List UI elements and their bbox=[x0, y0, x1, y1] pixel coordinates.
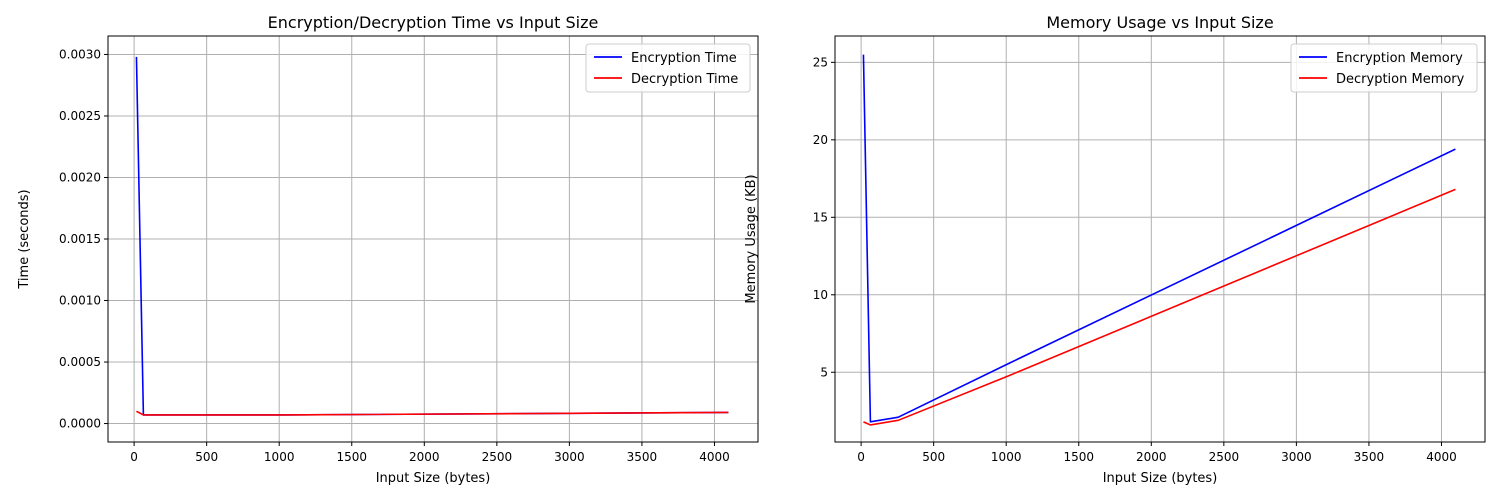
chart-2-legend: Encryption Memory Decryption Memory bbox=[1290, 43, 1478, 93]
chart-2-x-tick-label-7: 3500 bbox=[1354, 450, 1385, 464]
chart-1-y-tick-label-4: 0.0020 bbox=[59, 170, 101, 184]
chart-2-x-tick-label-6: 3000 bbox=[1281, 450, 1312, 464]
chart-2-title: Memory Usage vs Input Size bbox=[1046, 13, 1273, 32]
chart-2-x-tick-label-8: 4000 bbox=[1426, 450, 1457, 464]
chart-1-x-tick-label-4: 2000 bbox=[409, 450, 440, 464]
chart-1-x-axis-label: Input Size (bytes) bbox=[376, 471, 491, 486]
chart-1-y-tick-label-1: 0.0005 bbox=[59, 355, 101, 369]
chart-2-y-tick-label-4: 25 bbox=[813, 55, 828, 69]
chart-1-y-tick-label-3: 0.0015 bbox=[59, 232, 101, 246]
chart-2-y-tick-label-0: 5 bbox=[820, 365, 828, 379]
chart-2-series-line-2 bbox=[863, 188, 1456, 426]
chart-2-legend-label-2: Decryption Memory bbox=[1336, 72, 1465, 87]
chart-1-x-tick-label-1: 500 bbox=[195, 450, 218, 464]
chart-1-legend: Encryption Time Decryption Time bbox=[585, 43, 751, 93]
chart-1-series-line-2 bbox=[136, 410, 729, 416]
chart-2: 0 500 1000 1500 2000 2500 3000 3500 4000 5 10 15 20 2… bbox=[744, 13, 1486, 486]
chart-2-x-tick-label-0: 0 bbox=[857, 450, 865, 464]
chart-1-series-line-1 bbox=[135, 56, 729, 416]
chart-1-y-tick-label-6: 0.0030 bbox=[59, 47, 101, 61]
chart-1-x-tick-label-3: 1500 bbox=[336, 450, 367, 464]
chart-2-x-tick-label-2: 1000 bbox=[991, 450, 1022, 464]
chart-2-x-tick-label-3: 1500 bbox=[1063, 450, 1094, 464]
chart-2-y-tick-label-1: 10 bbox=[813, 288, 828, 302]
chart-2-x-axis-label: Input Size (bytes) bbox=[1103, 471, 1218, 486]
chart-2-plot-frame bbox=[834, 35, 1486, 443]
chart-1-y-axis-label: Time (seconds) bbox=[17, 189, 32, 289]
chart-2-series-line-1 bbox=[862, 54, 1456, 423]
chart-1-y-tick-label-5: 0.0025 bbox=[59, 109, 101, 123]
chart-2-x-tick-label-5: 2500 bbox=[1209, 450, 1240, 464]
chart-2-x-tick-label-4: 2000 bbox=[1136, 450, 1167, 464]
chart-2-x-tick-label-1: 500 bbox=[922, 450, 945, 464]
chart-1-legend-label-2: Decryption Time bbox=[631, 72, 738, 87]
chart-1-x-tick-label-2: 1000 bbox=[264, 450, 295, 464]
chart-1: 0 500 1000 1500 2000 2500 3000 3500 4000 0.0000 0.… bbox=[17, 13, 759, 486]
chart-1-x-tick-label-5: 2500 bbox=[482, 450, 513, 464]
chart-1-y-tick-label-0: 0.0000 bbox=[59, 417, 101, 431]
chart-1-legend-box bbox=[585, 43, 751, 93]
chart-2-y-tick-label-2: 15 bbox=[813, 210, 828, 224]
chart-1-y-tick-label-2: 0.0010 bbox=[59, 294, 101, 308]
chart-1-x-tick-label-0: 0 bbox=[130, 450, 138, 464]
chart-2-y-axis-label: Memory Usage (KB) bbox=[744, 174, 759, 303]
chart-2-y-tick-label-3: 20 bbox=[813, 133, 828, 147]
chart-2-legend-box bbox=[1290, 43, 1478, 93]
chart-2-legend-label-1: Encryption Memory bbox=[1336, 51, 1463, 66]
chart-1-legend-label-1: Encryption Time bbox=[631, 51, 737, 66]
chart-1-title: Encryption/Decryption Time vs Input Size bbox=[268, 13, 599, 32]
chart-1-x-tick-label-6: 3000 bbox=[554, 450, 585, 464]
chart-1-x-tick-label-7: 3500 bbox=[627, 450, 658, 464]
chart-1-x-tick-label-8: 4000 bbox=[699, 450, 730, 464]
